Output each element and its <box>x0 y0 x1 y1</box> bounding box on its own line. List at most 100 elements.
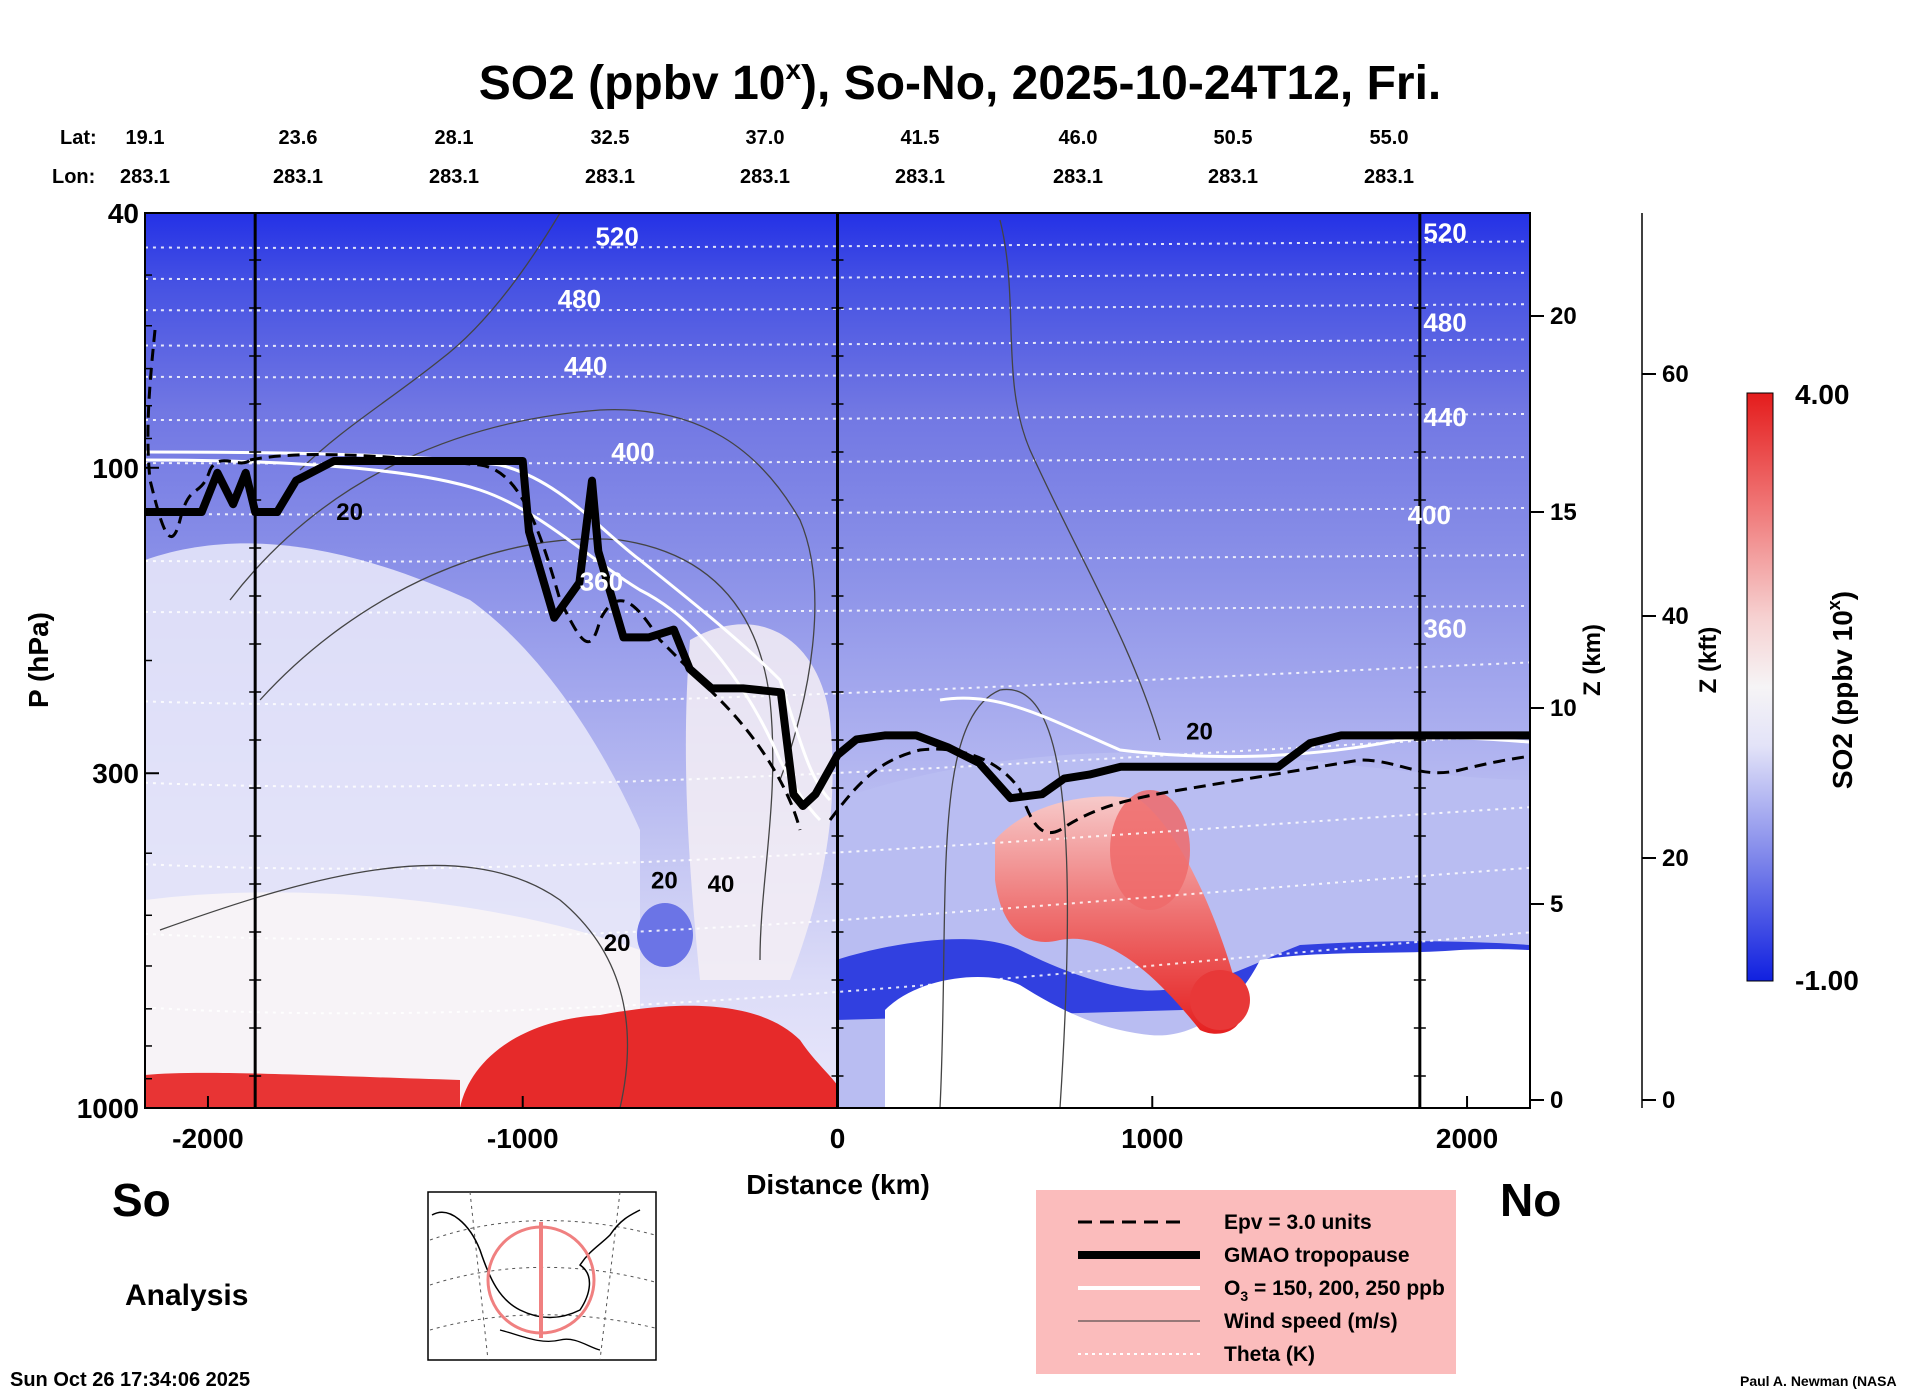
inset-coastline <box>431 1209 641 1319</box>
x-tick-label: 0 <box>830 1123 846 1154</box>
theta-label: 520 <box>595 221 638 251</box>
epv-line <box>146 329 252 538</box>
longitude-value: 283.1 <box>429 166 479 188</box>
legend-label-ozone: O3 = 150, 200, 250 ppb <box>1224 1277 1445 1304</box>
theta-line <box>145 931 1530 1015</box>
theta-line <box>145 240 1530 249</box>
longitude-value: 283.1 <box>1208 166 1258 188</box>
lat-lon-header: Lat: Lon: 19.1 23.6 28.1 32.5 37.0 41.5 46.0 50… <box>52 127 1414 188</box>
latitude-value: 37.0 <box>746 127 785 149</box>
colorbar-min-label: -1.00 <box>1795 965 1859 996</box>
theta-line <box>145 554 1530 563</box>
credit: Paul A. Newman (NASA <box>1740 1373 1897 1389</box>
timestamp: Sun Oct 26 17:34:06 2025 <box>10 1369 250 1391</box>
epv-line <box>828 747 1530 834</box>
wind-label: 40 <box>708 871 735 898</box>
theta-line <box>145 369 1530 379</box>
x-tick-label: -2000 <box>172 1123 244 1154</box>
y-tick-label: 100 <box>92 453 139 484</box>
latitude-value: 55.0 <box>1370 127 1409 149</box>
z-km-tick-label: 15 <box>1550 499 1577 526</box>
theta-line <box>145 303 1530 312</box>
theta-label: 360 <box>1423 613 1466 643</box>
x-tick-label: 2000 <box>1436 1123 1498 1154</box>
latitude-value: 32.5 <box>591 127 630 149</box>
lon-label: Lon: <box>52 166 95 188</box>
longitude-value: 283.1 <box>1053 166 1103 188</box>
gmao-tropopause-line <box>145 457 1530 810</box>
z-km-tick-label: 10 <box>1550 695 1577 722</box>
so2-red-left <box>145 1072 460 1108</box>
latitude-value: 46.0 <box>1059 127 1098 149</box>
wind-label: 20 <box>336 499 363 526</box>
inset-coastline-south <box>499 1329 601 1351</box>
wind-label: 20 <box>1186 718 1213 745</box>
latitude-value: 41.5 <box>901 127 940 149</box>
legend-label-epv: Epv = 3.0 units <box>1224 1211 1372 1234</box>
theta-label: 440 <box>564 351 607 381</box>
theta-line <box>145 412 1530 422</box>
theta-lines <box>145 240 1530 1015</box>
section-lines <box>249 213 1426 1108</box>
wind-label: 20 <box>651 867 678 894</box>
chart-title: SO2 (ppbv 10x), So-No, 2025-10-24T12, Fr… <box>479 54 1442 110</box>
x-axis-title: Distance (km) <box>746 1169 930 1200</box>
contour-labels: 520 480 440 400 360 520 480 440 400 360 20 20 40 20 20 <box>336 218 1466 958</box>
colorbar-title: SO2 (ppbv 10x) <box>1824 591 1858 789</box>
theta-line <box>145 507 1530 516</box>
colorbar-max-label: 4.00 <box>1795 379 1850 410</box>
longitude-value: 283.1 <box>120 166 170 188</box>
latitude-value: 23.6 <box>279 127 318 149</box>
theta-label: 400 <box>611 437 654 467</box>
so2-red-low <box>1190 970 1250 1030</box>
y-tick-label: 40 <box>108 198 139 229</box>
colorbar-ramp <box>1746 392 1774 982</box>
z-km-tick-label: 5 <box>1550 891 1563 918</box>
longitude-value: 283.1 <box>585 166 635 188</box>
south-label: So <box>112 1174 171 1226</box>
wind-contour <box>229 408 816 781</box>
latitude-value: 50.5 <box>1214 127 1253 149</box>
so2-pale-column <box>685 624 833 980</box>
longitude-value: 283.1 <box>1364 166 1414 188</box>
z-kft-tick-label: 40 <box>1662 603 1689 630</box>
x-tick-label: -1000 <box>487 1123 559 1154</box>
theta-label: 480 <box>1423 308 1466 338</box>
y-tick-label: 1000 <box>77 1093 139 1124</box>
legend-label-wind: Wind speed (m/s) <box>1224 1310 1398 1333</box>
z-km-axis-title: Z (km) <box>1579 624 1606 696</box>
z-kft-tick-label: 60 <box>1662 361 1689 388</box>
wind-speed-contours <box>159 213 1161 1108</box>
theta-label: 400 <box>1408 500 1451 530</box>
longitude-value: 283.1 <box>273 166 323 188</box>
longitude-value: 283.1 <box>895 166 945 188</box>
so2-colorbar: 4.00 -1.00 SO2 (ppbv 10x) <box>1746 379 1859 996</box>
plot-area: 520 480 440 400 360 520 480 440 400 360 20 20 40 20 20 <box>145 213 1530 1108</box>
analysis-label: Analysis <box>125 1279 248 1312</box>
so2-blue-blob <box>637 903 693 967</box>
inset-map <box>427 1191 657 1361</box>
wind-contour <box>939 688 1069 1108</box>
latitude-value: 19.1 <box>126 127 165 149</box>
theta-line <box>145 271 1530 281</box>
longitude-value: 283.1 <box>740 166 790 188</box>
z-km-tick-label: 20 <box>1550 303 1577 330</box>
z-kft-tick-label: 0 <box>1662 1087 1675 1114</box>
axes: -2000 -1000 0 1000 2000 40 100 300 1000 0 5 10 15 20 0… <box>77 198 1689 1154</box>
wind-label: 20 <box>604 930 631 957</box>
wind-contour <box>299 213 561 471</box>
so2-red-surface <box>460 1005 850 1108</box>
z-kft-axis-title: Z (kft) <box>1695 627 1722 694</box>
legend: Epv = 3.0 units GMAO tropopause O3 = 150… <box>1036 1190 1456 1374</box>
z-kft-tick-label: 20 <box>1662 845 1689 872</box>
lat-label: Lat: <box>60 127 97 149</box>
theta-label: 480 <box>558 284 601 314</box>
north-label: No <box>1500 1174 1561 1226</box>
theta-line <box>145 866 1530 941</box>
theta-line <box>145 733 1530 788</box>
x-tick-label: 1000 <box>1121 1123 1183 1154</box>
theta-line <box>145 806 1530 870</box>
theta-label: 360 <box>580 566 623 596</box>
so2-red-core <box>1110 790 1190 910</box>
